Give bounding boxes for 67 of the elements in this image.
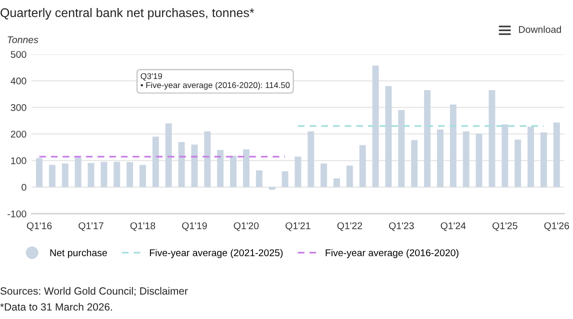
text: Download — [519, 26, 561, 33]
bar — [502, 124, 508, 188]
bar — [294, 156, 302, 188]
bar — [308, 131, 314, 188]
y-tick-label: 300 — [10, 104, 26, 112]
x-tick-label: Q1'26 — [544, 222, 570, 231]
bar — [540, 132, 547, 188]
x-tick-label: Q1'16 — [26, 222, 52, 231]
x-tick-label: Q1'23 — [389, 222, 414, 231]
source-note: Sources: World Gold Council; Disclaimer — [0, 287, 188, 296]
x-tick-label: Q1'22 — [337, 222, 362, 231]
bar — [476, 134, 482, 188]
bar — [48, 164, 56, 188]
bar — [178, 142, 185, 188]
bar — [424, 90, 431, 188]
x-tick-label: Q1'19 — [182, 222, 207, 231]
bar — [320, 163, 328, 188]
bar — [230, 156, 237, 188]
x-tick-label: Q1'18 — [130, 222, 156, 231]
x-tick-label: Q1'21 — [286, 222, 310, 231]
bar — [398, 110, 405, 188]
x-tick-label: Q1'17 — [78, 222, 104, 231]
x-tick-label: Q1'24 — [440, 222, 466, 231]
bar — [36, 158, 43, 188]
bar — [553, 122, 560, 188]
y-tick-label: 500 — [10, 50, 26, 58]
bar — [256, 170, 262, 188]
text: *Data to 31 March 2026. — [0, 302, 112, 311]
bar — [74, 158, 82, 188]
bar — [450, 104, 456, 188]
legend-label: Five-year average (2021-2025) — [150, 249, 283, 258]
chart-title: Quarterly central bank net purchases, tonnes* — [0, 8, 254, 20]
y-tick-label: 100 — [11, 157, 26, 164]
bar — [152, 136, 159, 188]
bar — [126, 162, 134, 188]
bar — [204, 131, 211, 188]
legend-label: Five-year average (2016-2020) — [326, 249, 458, 258]
bar — [411, 140, 418, 188]
bar — [140, 164, 146, 188]
annotation: Q3'19 • Five-year average (2016-2020): 114.50 — [140, 73, 290, 90]
bar — [114, 162, 120, 188]
bar — [462, 131, 470, 188]
x-tick-label: Q1'20 — [234, 222, 259, 231]
bar — [242, 149, 250, 188]
bar — [372, 66, 379, 188]
y-tick-label: -100 — [8, 210, 26, 218]
x-tick-label: Q1'25 — [492, 222, 518, 231]
y-tick-label: 400 — [10, 78, 26, 84]
bar — [62, 163, 68, 188]
y-tick-label: 0 — [22, 184, 26, 191]
bar — [346, 166, 353, 188]
bar — [217, 150, 224, 188]
y-axis-title: Tonnes — [8, 36, 38, 44]
legend-label: Net purchase — [50, 249, 107, 258]
bar — [282, 171, 288, 188]
bar — [359, 145, 366, 188]
bar — [88, 162, 94, 188]
bar — [528, 126, 534, 188]
bar — [334, 178, 340, 188]
bar — [100, 162, 108, 188]
bar — [514, 140, 522, 188]
bar — [437, 129, 444, 188]
bar — [165, 123, 172, 188]
y-tick-label: 200 — [10, 130, 26, 138]
bar — [488, 90, 496, 188]
bar — [268, 187, 276, 190]
bar — [385, 86, 392, 188]
